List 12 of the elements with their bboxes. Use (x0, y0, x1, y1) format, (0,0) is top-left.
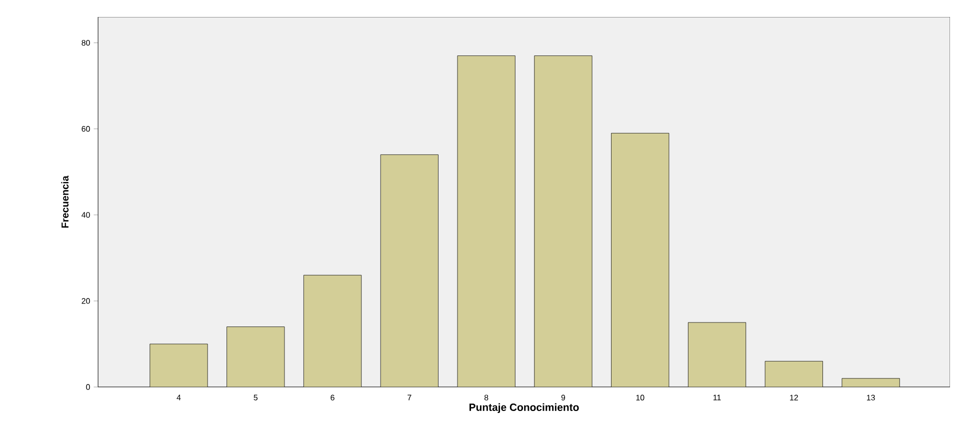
bar (457, 56, 516, 387)
bar (150, 344, 208, 387)
bar (226, 326, 284, 387)
bar (380, 154, 438, 387)
bar (304, 275, 362, 387)
bar (534, 56, 592, 387)
bar (842, 378, 900, 387)
bar (688, 322, 746, 387)
bar (765, 361, 823, 387)
bar (611, 133, 669, 387)
y-axis-title: Frecuencia (61, 176, 69, 228)
x-axis-title: Puntaje Conocimiento (469, 403, 579, 414)
